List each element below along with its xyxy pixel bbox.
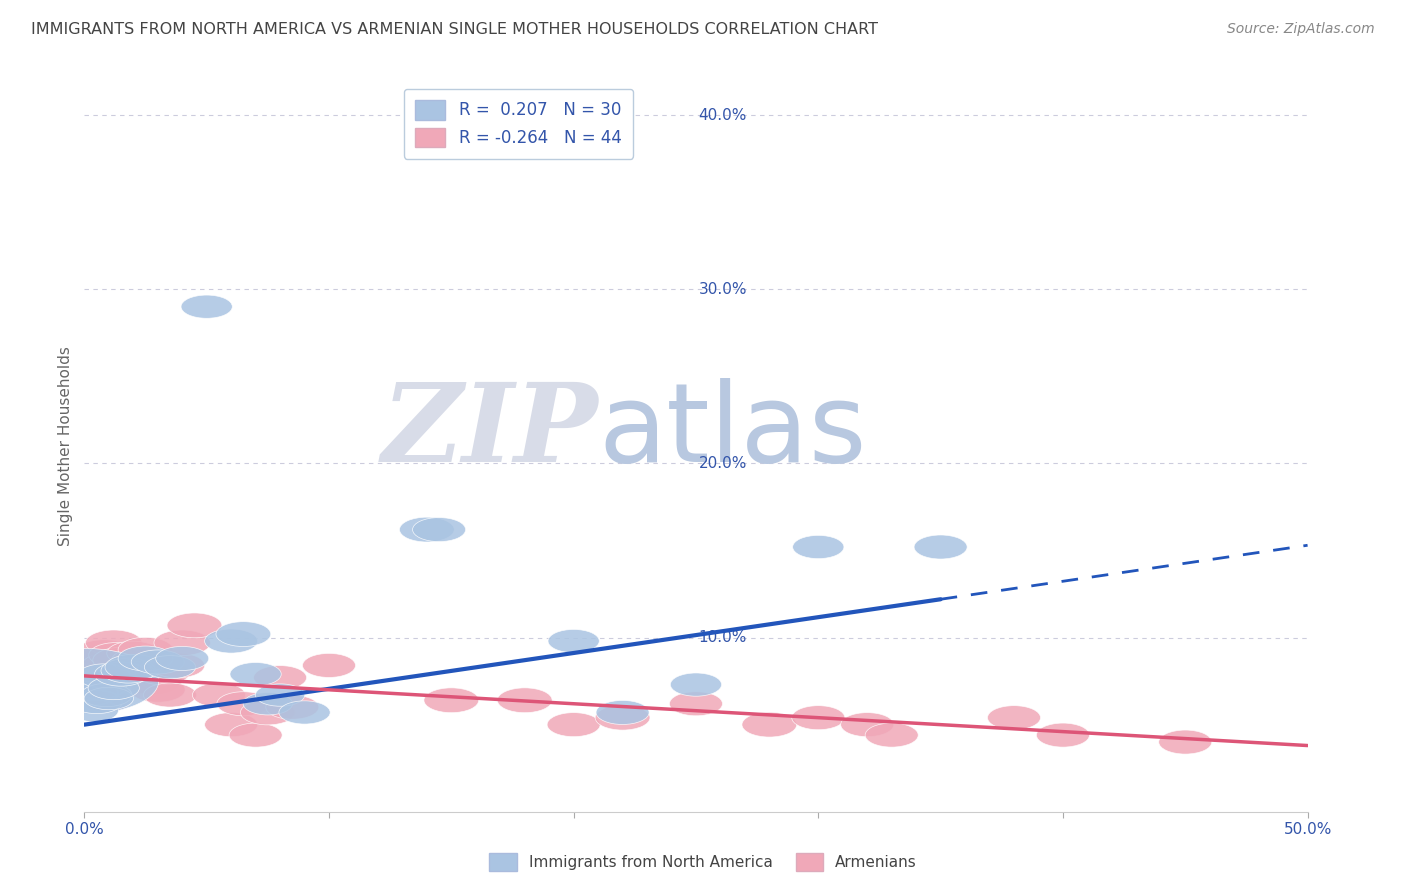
Ellipse shape	[80, 683, 132, 706]
Ellipse shape	[865, 723, 918, 747]
Text: 30.0%: 30.0%	[699, 282, 747, 297]
Ellipse shape	[181, 295, 232, 318]
Ellipse shape	[63, 682, 120, 708]
Ellipse shape	[73, 671, 125, 695]
Ellipse shape	[425, 688, 478, 713]
Text: 40.0%: 40.0%	[699, 108, 747, 122]
Ellipse shape	[118, 646, 173, 671]
Ellipse shape	[498, 688, 553, 713]
Ellipse shape	[89, 676, 139, 699]
Ellipse shape	[266, 695, 319, 719]
Ellipse shape	[669, 691, 723, 715]
Ellipse shape	[205, 629, 257, 653]
Ellipse shape	[217, 691, 270, 715]
Ellipse shape	[75, 677, 129, 702]
Ellipse shape	[86, 630, 142, 656]
Ellipse shape	[101, 660, 156, 685]
Ellipse shape	[1159, 730, 1212, 754]
Ellipse shape	[278, 701, 330, 724]
Ellipse shape	[66, 665, 121, 690]
Ellipse shape	[155, 630, 211, 656]
Ellipse shape	[841, 713, 894, 737]
Ellipse shape	[547, 713, 600, 737]
Legend: Immigrants from North America, Armenians: Immigrants from North America, Armenians	[479, 844, 927, 880]
Ellipse shape	[302, 654, 356, 677]
Ellipse shape	[1036, 723, 1090, 747]
Ellipse shape	[399, 517, 454, 542]
Ellipse shape	[94, 662, 148, 686]
Ellipse shape	[15, 648, 159, 714]
Ellipse shape	[101, 658, 156, 683]
Text: 20.0%: 20.0%	[699, 456, 747, 471]
Ellipse shape	[131, 677, 186, 702]
Ellipse shape	[596, 700, 650, 724]
Ellipse shape	[253, 665, 307, 690]
Ellipse shape	[150, 653, 205, 678]
Ellipse shape	[127, 671, 180, 695]
Ellipse shape	[793, 535, 844, 558]
Ellipse shape	[914, 535, 967, 559]
Ellipse shape	[77, 664, 131, 688]
Ellipse shape	[93, 648, 149, 673]
Ellipse shape	[72, 674, 127, 698]
Ellipse shape	[118, 638, 173, 662]
Ellipse shape	[82, 653, 136, 678]
Ellipse shape	[70, 699, 118, 722]
Ellipse shape	[671, 673, 721, 696]
Ellipse shape	[84, 688, 134, 710]
Text: ZIP: ZIP	[381, 377, 598, 485]
Ellipse shape	[548, 630, 599, 653]
Ellipse shape	[135, 660, 190, 685]
Text: Source: ZipAtlas.com: Source: ZipAtlas.com	[1227, 22, 1375, 37]
Ellipse shape	[107, 641, 160, 665]
Ellipse shape	[75, 640, 134, 666]
Ellipse shape	[987, 706, 1040, 730]
Text: 10.0%: 10.0%	[699, 630, 747, 645]
Ellipse shape	[80, 689, 132, 712]
Ellipse shape	[243, 692, 292, 714]
Ellipse shape	[70, 690, 122, 714]
Text: IMMIGRANTS FROM NORTH AMERICA VS ARMENIAN SINGLE MOTHER HOUSEHOLDS CORRELATION C: IMMIGRANTS FROM NORTH AMERICA VS ARMENIA…	[31, 22, 877, 37]
Y-axis label: Single Mother Households: Single Mother Households	[58, 346, 73, 546]
Ellipse shape	[217, 622, 271, 647]
Ellipse shape	[131, 650, 184, 674]
Ellipse shape	[256, 684, 305, 706]
Ellipse shape	[412, 517, 465, 541]
Ellipse shape	[231, 663, 281, 686]
Ellipse shape	[143, 683, 197, 707]
Ellipse shape	[89, 642, 143, 667]
Ellipse shape	[105, 655, 162, 680]
Ellipse shape	[59, 673, 120, 700]
Ellipse shape	[65, 681, 118, 706]
Ellipse shape	[792, 706, 845, 730]
Ellipse shape	[51, 653, 122, 685]
Ellipse shape	[69, 648, 124, 673]
Ellipse shape	[742, 712, 797, 737]
Legend: R =  0.207   N = 30, R = -0.264   N = 44: R = 0.207 N = 30, R = -0.264 N = 44	[404, 88, 633, 159]
Ellipse shape	[193, 683, 246, 707]
Text: atlas: atlas	[598, 378, 866, 485]
Ellipse shape	[240, 700, 295, 725]
Ellipse shape	[229, 723, 283, 747]
Ellipse shape	[145, 656, 195, 679]
Ellipse shape	[156, 647, 208, 671]
Ellipse shape	[595, 706, 650, 730]
Ellipse shape	[205, 713, 257, 737]
Ellipse shape	[111, 648, 165, 673]
Ellipse shape	[167, 613, 222, 638]
